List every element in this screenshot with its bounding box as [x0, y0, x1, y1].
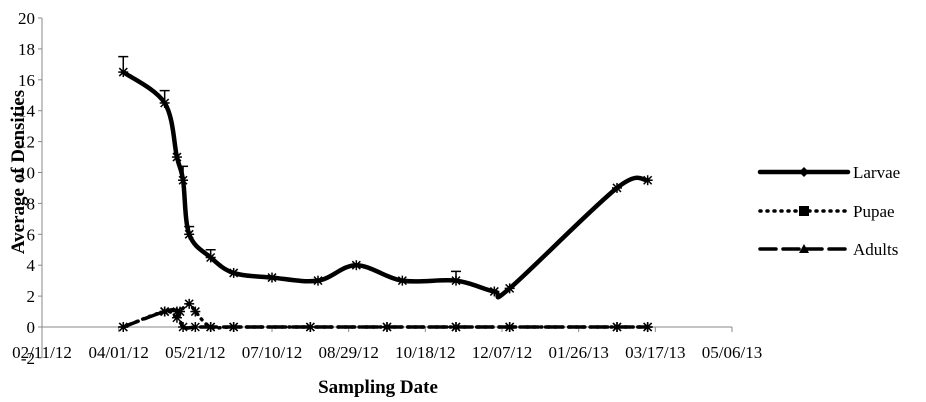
point-star-stroke: [489, 286, 499, 296]
data-point: [118, 322, 129, 332]
data-point: [642, 322, 653, 332]
legend-item-larvae: Larvae: [757, 163, 900, 182]
series-larvae: [118, 55, 653, 300]
point-star-stroke: [175, 307, 185, 317]
point-star-stroke: [118, 322, 128, 332]
point-star-stroke: [160, 307, 170, 317]
legend-label: Larvae: [853, 163, 900, 182]
axes: -2 0 2 4 6 8 10 12 14 16 18 20 02/11/12 04/01/12 05/21…: [12, 9, 762, 368]
data-point: [451, 322, 461, 332]
point-star-stroke: [229, 322, 239, 332]
data-point: [351, 260, 362, 271]
data-point: [190, 306, 201, 317]
y-tick-label: 16: [18, 71, 35, 90]
y-tick-label: 6: [27, 225, 36, 244]
legend-item-pupae: Pupae: [758, 202, 895, 221]
y-tick-label: 18: [18, 40, 35, 59]
y-tick-label: 8: [27, 194, 36, 213]
y-tick-label: 4: [27, 256, 36, 275]
data-point: [313, 275, 323, 286]
x-tick-label: 07/10/12: [242, 343, 302, 362]
legend-marker: [799, 244, 809, 253]
point-star-stroke: [397, 276, 407, 286]
x-tick-label: 03/17/13: [625, 343, 685, 362]
data-point: [397, 275, 408, 286]
point-star-stroke: [305, 322, 315, 332]
data-point: [171, 152, 182, 163]
series-pupae: [118, 298, 653, 332]
data-point: [305, 322, 316, 332]
y-tick-label: 2: [27, 287, 36, 306]
x-tick-label: 08/29/12: [318, 343, 378, 362]
legend-marker: [799, 206, 809, 216]
data-point: [228, 322, 239, 332]
point-star-stroke: [612, 322, 622, 332]
point-star-stroke: [505, 283, 515, 293]
x-tick-label: 01/26/13: [548, 343, 608, 362]
legend-marker: [799, 167, 809, 177]
y-tick-label: 12: [18, 133, 35, 152]
point-star-stroke: [382, 322, 392, 332]
point-star-stroke: [643, 322, 653, 332]
point-star-stroke: [190, 322, 200, 332]
point-star-stroke: [451, 322, 461, 332]
data-point: [612, 182, 622, 193]
data-point: [504, 322, 515, 332]
y-tick-label: 10: [18, 164, 35, 183]
y-axis-title: Average of Densities: [8, 90, 29, 254]
point-star-stroke: [178, 322, 188, 332]
legend-label: Pupae: [853, 202, 895, 221]
data-point: [159, 306, 170, 317]
point-star-stroke: [351, 260, 361, 270]
data-point: [489, 286, 500, 297]
point-star-stroke: [267, 273, 277, 283]
point-star-stroke: [313, 276, 323, 286]
point-star-stroke: [190, 307, 200, 317]
x-tick-label: 04/01/12: [88, 343, 148, 362]
x-tick-label: 02/11/12: [12, 343, 72, 362]
point-star-stroke: [184, 299, 194, 309]
data-point: [382, 322, 392, 332]
data-point: [178, 322, 189, 332]
data-point: [205, 322, 216, 332]
data-point: [504, 283, 515, 294]
data-point: [190, 322, 201, 332]
x-tick-label: 05/06/13: [702, 343, 762, 362]
series-line: [121, 69, 650, 300]
data-point: [642, 175, 653, 186]
data-point: [612, 322, 622, 332]
point-star-stroke: [206, 322, 216, 332]
point-star-stroke: [229, 268, 239, 278]
x-axis-title: Sampling Date: [318, 377, 438, 398]
legend-item-adults: Adults: [758, 240, 898, 259]
y-tick-label: 0: [27, 318, 36, 337]
series-layer: [118, 55, 653, 332]
y-tick-label: 20: [18, 9, 35, 28]
data-point: [267, 272, 277, 283]
legend: Larvae Pupae Adults: [757, 163, 900, 259]
point-star-stroke: [505, 322, 515, 332]
x-tick-label: 05/21/12: [165, 343, 225, 362]
data-point: [228, 267, 239, 278]
y-tick-label: -2: [21, 349, 35, 368]
point-star-stroke: [172, 152, 182, 162]
y-tick-label: 14: [18, 102, 36, 121]
x-tick-label: 12/07/12: [472, 343, 532, 362]
data-point: [175, 306, 185, 317]
point-star-stroke: [612, 183, 622, 193]
legend-label: Adults: [853, 240, 898, 259]
point-star-stroke: [643, 175, 653, 185]
x-tick-label: 10/18/12: [395, 343, 455, 362]
series-line: [121, 302, 650, 330]
data-point: [184, 298, 195, 309]
